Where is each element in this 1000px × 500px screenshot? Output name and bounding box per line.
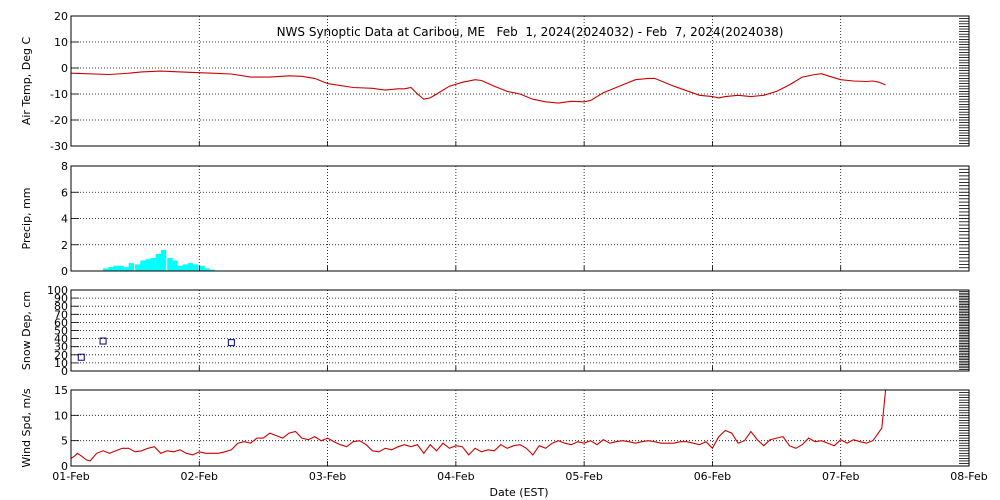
temp-ytick-label: 10 xyxy=(54,36,68,49)
temp-series-line xyxy=(70,70,886,104)
snow-ytick-label: 10 xyxy=(54,357,68,370)
snow-ytick-label: 40 xyxy=(54,333,68,346)
x-tick-label: 04-Feb xyxy=(437,470,474,483)
x-axis-label: Date (EST) xyxy=(489,486,548,499)
precip-bar xyxy=(123,267,129,271)
x-tick-label: 06-Feb xyxy=(694,470,731,483)
precip-bar xyxy=(187,263,194,271)
snow-marker xyxy=(227,339,235,347)
precip-bar xyxy=(209,269,215,271)
snow-frame xyxy=(70,289,970,372)
precip-bar xyxy=(150,257,156,271)
wind-ytick-label: 0 xyxy=(61,460,68,473)
temp-ytick-label: -10 xyxy=(50,88,68,101)
snow-ytick-label: 100 xyxy=(47,284,68,297)
snow-ytick-label: 60 xyxy=(54,316,68,329)
x-tick-label: 02-Feb xyxy=(181,470,218,483)
wind-frame xyxy=(70,389,970,467)
chart-title: NWS Synoptic Data at Caribou, ME Feb 1, … xyxy=(277,25,784,39)
temp-ytick-label: -30 xyxy=(50,140,68,153)
snow-ytick-label: 50 xyxy=(54,325,68,338)
temp-frame xyxy=(70,15,970,147)
wind-y-axis-label: Wind Spd, m/s xyxy=(20,388,33,468)
wind-panel: 0 5 10 15 Wind Spd, m/s xyxy=(20,384,970,473)
precip-y-axis-label: Precip, mm xyxy=(20,188,33,250)
snow-ytick-label: 30 xyxy=(54,341,68,354)
snow-ytick-label: 90 xyxy=(54,292,68,305)
temp-ytick-label: 0 xyxy=(61,62,68,75)
snow-ytick-label: 20 xyxy=(54,349,68,362)
snow-marker xyxy=(99,337,107,345)
precip-panel: 0 2 4 6 8 Precip, mm xyxy=(20,160,970,278)
precip-ytick-label: 8 xyxy=(61,160,68,173)
precip-bar xyxy=(140,260,146,271)
x-tick-label: 01-Feb xyxy=(52,470,89,483)
precip-bar xyxy=(177,265,183,272)
x-tick-label: 08-Feb xyxy=(950,470,987,483)
temp-ytick-label: -20 xyxy=(50,114,68,127)
wind-ytick-label: 15 xyxy=(54,384,68,397)
precip-ytick-label: 4 xyxy=(61,213,68,226)
precip-bar xyxy=(160,250,167,271)
precip-bar xyxy=(192,264,199,271)
x-tick-label: 07-Feb xyxy=(822,470,859,483)
x-tick-label: 05-Feb xyxy=(565,470,602,483)
wind-ytick-label: 10 xyxy=(54,409,68,422)
precip-bar xyxy=(108,267,114,271)
x-tick-label: 03-Feb xyxy=(309,470,346,483)
precip-bar xyxy=(167,257,173,271)
precip-ytick-label: 0 xyxy=(61,265,68,278)
snow-ytick-label: 70 xyxy=(54,308,68,321)
precip-bar xyxy=(172,260,178,271)
precip-bar xyxy=(103,268,109,271)
snow-marker xyxy=(77,353,85,361)
snow-y-axis-label: Snow Dep, cm xyxy=(20,291,33,370)
precip-bar xyxy=(135,264,141,271)
precip-ytick-label: 6 xyxy=(61,186,68,199)
precip-bar xyxy=(128,263,135,271)
precip-bar xyxy=(145,259,151,271)
temp-panel: -30 -20 -10 0 10 20 Air Temp, Deg C xyxy=(20,10,970,153)
temp-y-axis-label: Air Temp, Deg C xyxy=(20,37,33,126)
precip-ytick-label: 2 xyxy=(61,239,68,252)
snow-ytick-label: 0 xyxy=(61,365,68,378)
precip-bar xyxy=(199,265,205,272)
precip-bar xyxy=(204,268,210,271)
precip-bar xyxy=(182,264,188,271)
snow-ytick-label: 80 xyxy=(54,300,68,313)
precip-frame xyxy=(70,165,970,272)
precip-bar xyxy=(113,265,119,272)
wind-ytick-label: 5 xyxy=(61,435,68,448)
precip-bar xyxy=(155,253,162,271)
wind-series-line xyxy=(70,389,887,462)
precip-bar xyxy=(118,265,124,272)
temp-ytick-label: 20 xyxy=(54,10,68,23)
